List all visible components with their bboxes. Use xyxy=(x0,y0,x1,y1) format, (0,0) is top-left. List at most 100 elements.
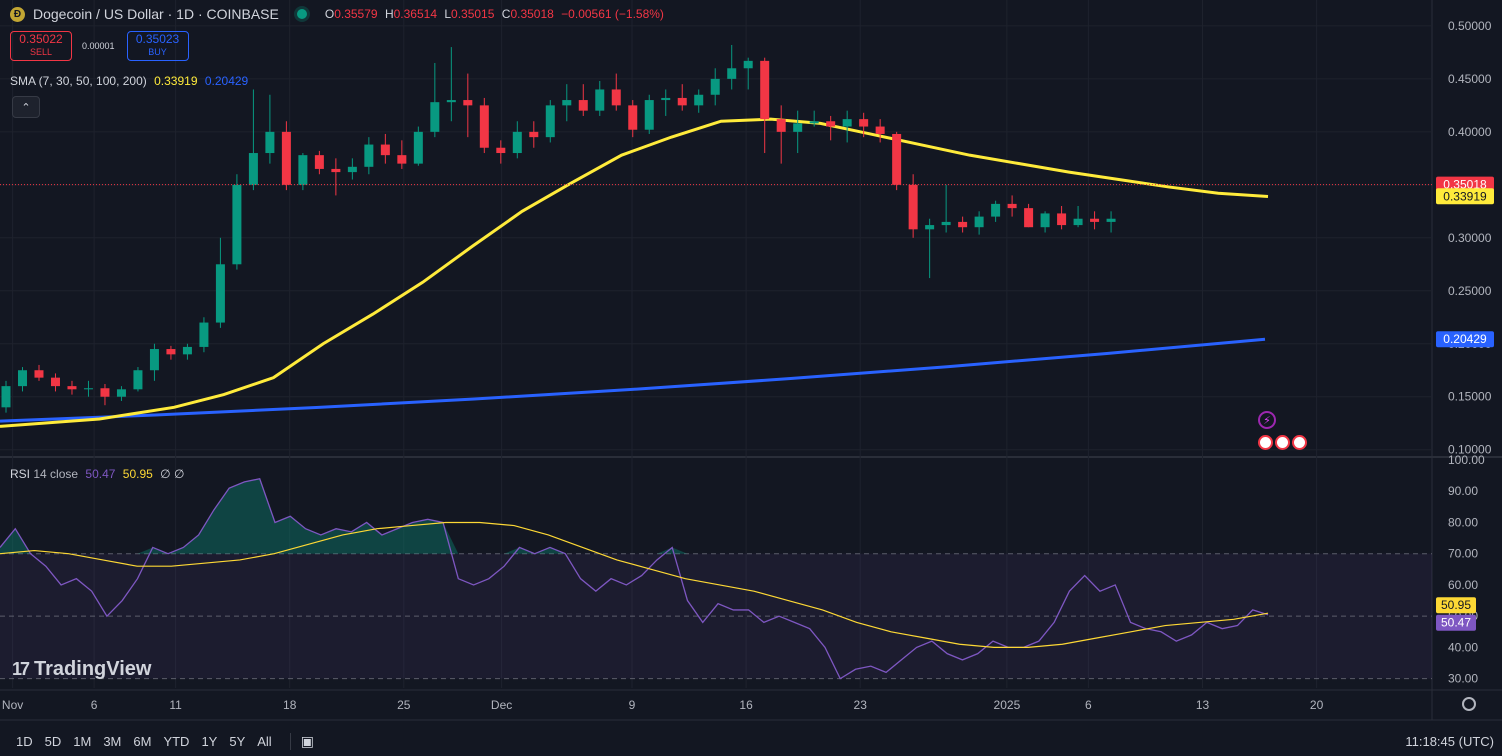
candle-body xyxy=(1106,218,1116,222)
price-tick-label: 0.45000 xyxy=(1448,72,1492,86)
range-1d[interactable]: 1D xyxy=(16,733,33,749)
candle-body xyxy=(710,78,720,95)
chevron-up-icon: ⌃ xyxy=(21,101,31,114)
market-status-icon[interactable] xyxy=(296,9,307,19)
rsi-label: RSI xyxy=(10,467,31,481)
candle-body xyxy=(1024,208,1034,228)
rsi-legend[interactable]: RSI 14 close 50.47 50.95 ∅ ∅ xyxy=(10,467,184,481)
time-tick-label: 11 xyxy=(169,698,182,712)
time-tick-label: 6 xyxy=(1085,698,1092,712)
time-tick-label: 13 xyxy=(1196,698,1210,712)
collapse-legend-button[interactable]: ⌃ xyxy=(12,96,40,118)
candle-body xyxy=(50,377,60,387)
range-5d[interactable]: 5D xyxy=(44,733,62,749)
sell-button[interactable]: 0.35022 SELL xyxy=(10,31,72,61)
price-tick-label: 0.10000 xyxy=(1448,443,1492,457)
ohlc-change: −0.00561 (−1.58%) xyxy=(561,7,664,21)
buy-button[interactable]: 0.35023 BUY xyxy=(126,31,189,61)
price-tag-sma-short xyxy=(1436,188,1494,205)
range-5y[interactable]: 5Y xyxy=(229,733,246,749)
candle-body xyxy=(347,166,357,173)
candle-body xyxy=(149,349,159,371)
candle-body xyxy=(1040,213,1050,228)
rsi-value-tag xyxy=(1436,614,1476,631)
candle-body xyxy=(1,386,11,408)
rsi-params: 14 close xyxy=(33,467,79,481)
candle-body xyxy=(446,100,456,103)
time-tick-label: 6 xyxy=(91,698,98,712)
candle-body xyxy=(166,349,176,355)
candle-body xyxy=(496,147,506,154)
range-all[interactable]: All xyxy=(257,733,272,749)
candle-body xyxy=(826,121,836,127)
candle-body xyxy=(842,119,852,127)
candle-body xyxy=(265,131,275,154)
sma-legend[interactable]: SMA (7, 30, 50, 100, 200) 0.33919 0.2042… xyxy=(10,74,248,88)
candle-body xyxy=(727,68,737,79)
candle-body xyxy=(1073,218,1083,226)
rsi-extra: ∅ ∅ xyxy=(160,467,185,481)
range-1m[interactable]: 1M xyxy=(73,733,92,749)
symbol-title[interactable]: Dogecoin / US Dollar · 1D · COINBASE xyxy=(33,6,279,22)
rsi-tick-label: 60.00 xyxy=(1448,578,1478,592)
price-tick-label: 0.25000 xyxy=(1448,284,1492,298)
symbol-header: Ð Dogecoin / US Dollar · 1D · COINBASE O… xyxy=(10,6,668,22)
candle-body xyxy=(793,123,803,132)
range-6m[interactable]: 6M xyxy=(133,733,152,749)
candle-body xyxy=(512,131,522,154)
calendar-range-icon[interactable]: ▣ xyxy=(289,732,314,750)
candle-body xyxy=(17,370,27,387)
lightning-event-icon[interactable]: ⚡ xyxy=(1258,411,1276,429)
candle-body xyxy=(232,184,242,265)
candle-body xyxy=(545,105,555,138)
bottom-toolbar: 1D 5D 1M 3M 6M YTD 1Y 5Y All ▣ 11:18:45 … xyxy=(0,726,1502,756)
us-flag-event-icon[interactable] xyxy=(1275,435,1290,450)
price-tag-sma-long xyxy=(1436,331,1494,348)
candle-body xyxy=(413,131,423,164)
range-3m[interactable]: 3M xyxy=(103,733,122,749)
candle-body xyxy=(562,100,572,106)
sma-label: SMA (7, 30, 50, 100, 200) xyxy=(10,74,147,88)
sma-long-line xyxy=(0,337,1266,423)
candle-body xyxy=(298,155,308,185)
spread-value: 0.00001 xyxy=(82,41,115,51)
time-tick-label: 25 xyxy=(397,698,411,712)
time-tick-label: 9 xyxy=(629,698,636,712)
rsi-tick-label: 80.00 xyxy=(1448,515,1478,529)
rsi-ma-tag-label: 50.95 xyxy=(1441,598,1471,612)
time-tick-label: 16 xyxy=(739,698,753,712)
buy-label: BUY xyxy=(148,47,167,57)
candle-body xyxy=(925,225,935,230)
candle-body xyxy=(743,60,753,69)
candle-body xyxy=(694,94,704,106)
dogecoin-logo-icon: Ð xyxy=(10,6,25,22)
price-tick-label: 0.40000 xyxy=(1448,125,1492,139)
us-flag-event-icon[interactable] xyxy=(1258,435,1273,450)
candle-body xyxy=(958,221,968,228)
range-1y[interactable]: 1Y xyxy=(201,733,218,749)
candle-body xyxy=(380,144,390,156)
candle-body xyxy=(1057,213,1067,226)
range-ytd[interactable]: YTD xyxy=(163,733,190,749)
candle-body xyxy=(529,131,539,138)
candle-body xyxy=(1090,218,1100,222)
rsi-tick-label: 90.00 xyxy=(1448,484,1478,498)
candle-body xyxy=(809,121,819,124)
ohlc-open: 0.35579 xyxy=(334,7,378,21)
time-tick-label: 23 xyxy=(854,698,868,712)
utc-clock[interactable]: 11:18:45 (UTC) xyxy=(1405,733,1494,749)
candle-body xyxy=(595,89,605,111)
candle-body xyxy=(182,346,192,355)
candle-body xyxy=(430,102,440,132)
us-flag-event-icon[interactable] xyxy=(1292,435,1307,450)
candle-body xyxy=(479,105,489,148)
axis-settings-gear-icon[interactable] xyxy=(1462,697,1476,711)
candle-body xyxy=(83,388,93,390)
candle-body xyxy=(34,370,44,378)
tradingview-logo[interactable]: 17 TradingView xyxy=(12,658,151,681)
rsi-value-tag-label: 50.47 xyxy=(1441,616,1471,630)
time-tick-label: Dec xyxy=(491,698,512,712)
candle-body xyxy=(661,97,671,101)
price-tick-label: 0.15000 xyxy=(1448,390,1492,404)
